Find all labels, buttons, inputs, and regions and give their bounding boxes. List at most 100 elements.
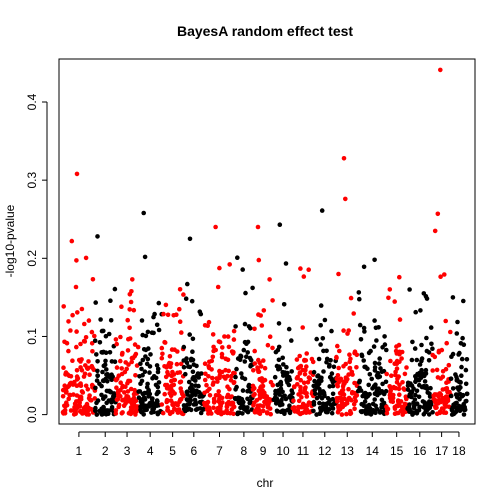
data-point	[95, 368, 100, 374]
data-point	[132, 353, 138, 359]
data-point	[362, 399, 368, 404]
data-point	[211, 396, 217, 402]
data-point	[393, 372, 398, 378]
data-point	[128, 299, 134, 305]
data-point	[133, 408, 139, 413]
data-point	[74, 258, 79, 263]
data-point	[113, 377, 119, 383]
data-point	[183, 371, 188, 377]
data-point	[256, 257, 262, 263]
data-point	[459, 373, 464, 379]
data-point	[334, 396, 340, 401]
data-point	[321, 348, 326, 354]
data-point	[240, 388, 246, 393]
data-point	[351, 311, 357, 316]
data-point	[295, 374, 301, 380]
data-point	[388, 391, 393, 396]
data-point	[450, 295, 456, 300]
data-point	[66, 319, 71, 324]
data-point	[132, 342, 138, 347]
data-point	[252, 361, 258, 366]
data-point	[372, 257, 377, 263]
data-point	[354, 393, 360, 398]
data-point	[98, 317, 103, 322]
data-point	[278, 379, 284, 385]
data-point	[257, 395, 263, 401]
data-point	[160, 410, 166, 416]
data-point	[336, 271, 341, 277]
data-point	[331, 364, 337, 370]
data-point	[374, 406, 380, 412]
data-point	[107, 388, 112, 394]
data-point	[163, 302, 169, 308]
data-point	[382, 334, 387, 339]
data-point	[225, 334, 231, 339]
data-point	[399, 356, 404, 361]
data-point	[329, 410, 335, 416]
y-axis: 0.0 0.1 0.2 0.3 0.4	[25, 93, 48, 423]
data-point	[384, 411, 390, 416]
data-point	[267, 397, 272, 402]
data-point	[209, 367, 214, 372]
data-point	[302, 405, 308, 411]
data-point	[179, 389, 184, 395]
data-point	[220, 345, 225, 350]
data-point	[271, 397, 277, 403]
data-point	[106, 398, 112, 403]
data-point	[93, 385, 98, 391]
data-point	[242, 321, 248, 327]
data-point	[186, 364, 191, 369]
data-point	[318, 342, 323, 347]
data-point	[206, 319, 212, 325]
data-point	[459, 364, 464, 370]
data-point	[410, 339, 415, 345]
data-point	[225, 392, 231, 398]
data-point	[409, 357, 415, 363]
data-point	[294, 357, 300, 362]
data-point	[129, 289, 134, 294]
data-point	[412, 397, 418, 402]
data-point	[334, 382, 340, 387]
data-point	[194, 373, 199, 379]
y-tick-label: 0.2	[25, 250, 39, 267]
data-point	[160, 351, 165, 357]
data-point	[125, 348, 131, 353]
data-point	[149, 330, 155, 336]
data-point	[302, 372, 308, 377]
data-point	[419, 342, 424, 348]
data-point	[322, 317, 328, 323]
data-point	[444, 340, 450, 346]
data-point	[459, 356, 465, 362]
data-point	[156, 380, 162, 385]
data-point	[92, 338, 98, 344]
data-point	[148, 352, 153, 357]
data-point	[146, 393, 152, 399]
data-point	[424, 335, 429, 341]
data-point	[363, 408, 369, 413]
data-point	[170, 402, 175, 407]
data-point	[137, 389, 143, 394]
x-tick-label: 17	[435, 444, 449, 458]
data-point	[407, 409, 412, 415]
data-point	[89, 382, 95, 388]
data-point	[275, 382, 281, 388]
data-point	[156, 300, 162, 306]
data-point	[321, 369, 326, 374]
data-point	[371, 344, 377, 349]
data-point	[240, 267, 245, 272]
data-point	[258, 313, 264, 318]
data-point	[189, 382, 195, 388]
data-point	[275, 409, 280, 414]
x-tick-label: 6	[190, 444, 197, 458]
data-point	[312, 378, 317, 384]
data-point	[289, 369, 295, 374]
data-point	[397, 392, 402, 398]
data-point	[197, 390, 202, 395]
data-point	[464, 398, 469, 404]
data-point	[228, 373, 234, 379]
data-point	[114, 341, 119, 347]
data-point	[417, 404, 422, 410]
data-point	[287, 403, 292, 409]
data-point	[169, 347, 175, 352]
data-point	[438, 274, 443, 280]
